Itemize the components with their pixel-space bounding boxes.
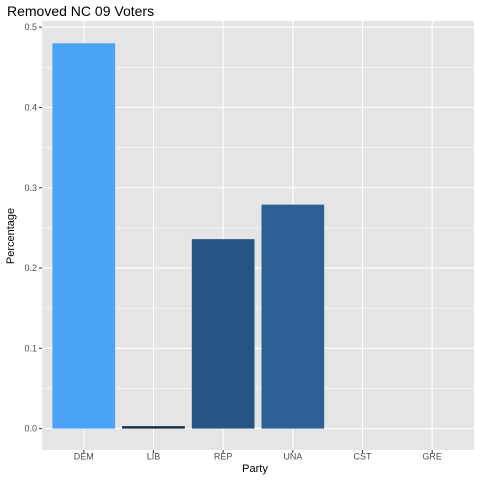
y-tick-label: 0.4 xyxy=(24,102,37,112)
x-axis-ticks: DEM LIB REP UNA CST GRE xyxy=(74,450,442,462)
x-axis-title: Party xyxy=(242,463,268,475)
bar-dem xyxy=(52,43,116,429)
y-axis-ticks: 0.0 0.1 0.2 0.3 0.4 0.5 xyxy=(24,22,42,434)
bar-lib xyxy=(122,426,185,429)
x-tick-label-una: UNA xyxy=(283,452,302,462)
y-tick-label: 0.5 xyxy=(24,22,37,32)
y-tick-label: 0.1 xyxy=(24,343,37,353)
bars xyxy=(52,43,325,429)
x-tick-label-lib: LIB xyxy=(147,452,161,462)
y-tick-label: 0.2 xyxy=(24,263,37,273)
chart-title: Removed NC 09 Voters xyxy=(7,3,154,19)
x-tick-label-rep: REP xyxy=(214,452,233,462)
x-tick-label-gre: GRE xyxy=(422,452,442,462)
y-tick-label: 0.0 xyxy=(24,424,37,434)
x-tick-label-dem: DEM xyxy=(74,452,94,462)
y-axis-title: Percentage xyxy=(5,208,17,264)
bar-una xyxy=(261,204,325,429)
bar-rep xyxy=(191,239,255,429)
x-tick-label-cst: CST xyxy=(354,452,373,462)
y-tick-label: 0.3 xyxy=(24,183,37,193)
